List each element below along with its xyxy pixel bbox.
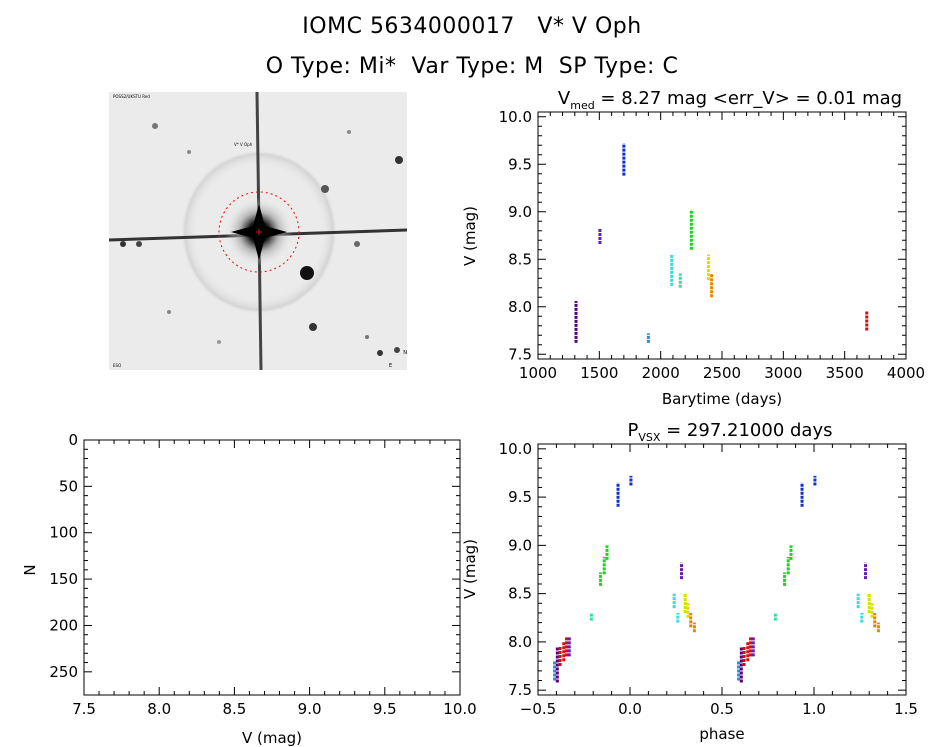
light-curve-ylabel: V (mag) <box>461 206 479 266</box>
histogram-xlabel: V (mag) <box>242 729 302 747</box>
phased-curve-ytick-label: 8.0 <box>508 633 532 651</box>
field-star <box>300 266 314 280</box>
phased-curve-data <box>553 475 880 683</box>
figure-subtitle: O Type: Mi* Var Type: M SP Type: C <box>265 54 679 79</box>
field-star <box>377 350 383 356</box>
phased-curve-ytick-label: 9.5 <box>508 488 532 506</box>
histogram-ytick-label: 50 <box>59 477 78 495</box>
light-curve-xtick-label: 3500 <box>826 364 864 382</box>
phased-curve-chart: PVSX = 297.21000 days −0.5 0.0 0.5 1.0 1.5 7… <box>461 420 918 743</box>
phased-curve-xlabel: phase <box>699 725 744 743</box>
phased-curve-yticks: 7.5 8.0 8.5 9.0 9.5 10.0 <box>499 440 906 699</box>
histogram-ytick-label: 0 <box>68 431 78 449</box>
field-star <box>152 123 158 129</box>
light-curve-xtick-label: 1500 <box>580 364 618 382</box>
light-curve-ytick-label: 8.5 <box>508 250 532 268</box>
light-curve-ytick-label: 7.5 <box>508 345 532 363</box>
field-star <box>309 323 317 331</box>
light-curve-ytick-label: 9.0 <box>508 203 532 221</box>
phased-curve-ytick-label: 7.5 <box>508 681 532 699</box>
histogram-xtick-label: 9.0 <box>298 700 322 718</box>
histogram-ytick-label: 200 <box>49 616 78 634</box>
phased-curve-frame <box>537 443 907 696</box>
field-star <box>354 241 360 247</box>
histogram-ytick-label: 150 <box>49 570 78 588</box>
target-label: V* V Oph <box>234 142 253 147</box>
light-curve-xtick-label: 1000 <box>519 364 557 382</box>
light-curve-frame <box>537 111 907 360</box>
phased-curve-ytick-label: 10.0 <box>499 440 532 458</box>
field-star <box>217 340 221 344</box>
sky-image: POSS2/UKSTU Red V* V Oph ESO N E <box>109 92 407 370</box>
east-label: E <box>389 363 392 369</box>
light-curve-data <box>574 143 869 343</box>
light-curve-ytick-label: 10.0 <box>499 108 532 126</box>
histogram-yticks: 0 50 100 150 200 250 <box>49 431 460 681</box>
phased-curve-xtick-label: 0.0 <box>618 700 642 718</box>
phased-curve-title: PVSX = 297.21000 days <box>628 420 833 444</box>
light-curve-ytick-label: 8.0 <box>508 298 532 316</box>
field-star <box>187 150 191 154</box>
histogram-xtick-label: 9.5 <box>373 700 397 718</box>
light-curve-title: Vmed = 8.27 mag <err_V> = 0.01 mag <box>558 88 902 112</box>
field-star <box>136 241 142 247</box>
light-curve-xticks: 1000 1500 2000 2500 3000 3500 4000 <box>519 112 925 382</box>
histogram-ytick-label: 100 <box>49 524 78 542</box>
source-label: ESO <box>113 363 121 368</box>
north-label: N <box>403 350 407 356</box>
aperture-circle <box>218 191 300 273</box>
phased-curve-ytick-label: 9.0 <box>508 536 532 554</box>
histogram-xtick-label: 10.0 <box>443 700 476 718</box>
histogram-xtick-label: 8.5 <box>222 700 246 718</box>
light-curve-ytick-label: 9.5 <box>508 155 532 173</box>
histogram-xtick-label: 7.5 <box>72 700 96 718</box>
phased-curve-ylabel: V (mag) <box>461 539 479 599</box>
histogram-xtick-label: 8.0 <box>147 700 171 718</box>
phased-curve-xtick-label: 1.5 <box>894 700 918 718</box>
histogram-chart: 7.5 8.0 8.5 9.0 9.5 10.0 0 50 100 150 200 250 V (m… <box>21 431 477 747</box>
phased-curve-xtick-label: 0.5 <box>710 700 734 718</box>
histogram-xticks: 7.5 8.0 8.5 9.0 9.5 10.0 <box>72 440 477 718</box>
survey-label: POSS2/UKSTU Red <box>113 94 150 99</box>
histogram-ylabel: N <box>21 564 39 575</box>
field-star <box>120 241 126 247</box>
light-curve-xtick-label: 2500 <box>703 364 741 382</box>
light-curve-xtick-label: 2000 <box>642 364 680 382</box>
field-star <box>321 185 329 193</box>
light-curve-xlabel: Barytime (days) <box>662 390 782 408</box>
histogram-frame <box>83 439 461 696</box>
light-curve-chart: Vmed = 8.27 mag <err_V> = 0.01 mag 1000 1… <box>461 88 925 408</box>
phased-curve-ytick-label: 8.5 <box>508 585 532 603</box>
phased-curve-xtick-label: 1.0 <box>802 700 826 718</box>
figure-title: IOMC 5634000017 V* V Oph <box>302 14 642 39</box>
field-star <box>347 130 351 134</box>
light-curve-xtick-label: 3000 <box>764 364 802 382</box>
field-star <box>365 335 369 339</box>
field-star <box>395 156 403 164</box>
field-star <box>394 347 400 353</box>
phased-curve-xticks: −0.5 0.0 0.5 1.0 1.5 <box>520 444 918 718</box>
light-curve-xtick-label: 4000 <box>887 364 925 382</box>
phased-curve-xtick-label: −0.5 <box>520 700 556 718</box>
light-curve-yticks: 7.5 8.0 8.5 9.0 9.5 10.0 <box>499 108 906 363</box>
histogram-ytick-label: 250 <box>49 663 78 681</box>
field-star <box>167 310 171 314</box>
